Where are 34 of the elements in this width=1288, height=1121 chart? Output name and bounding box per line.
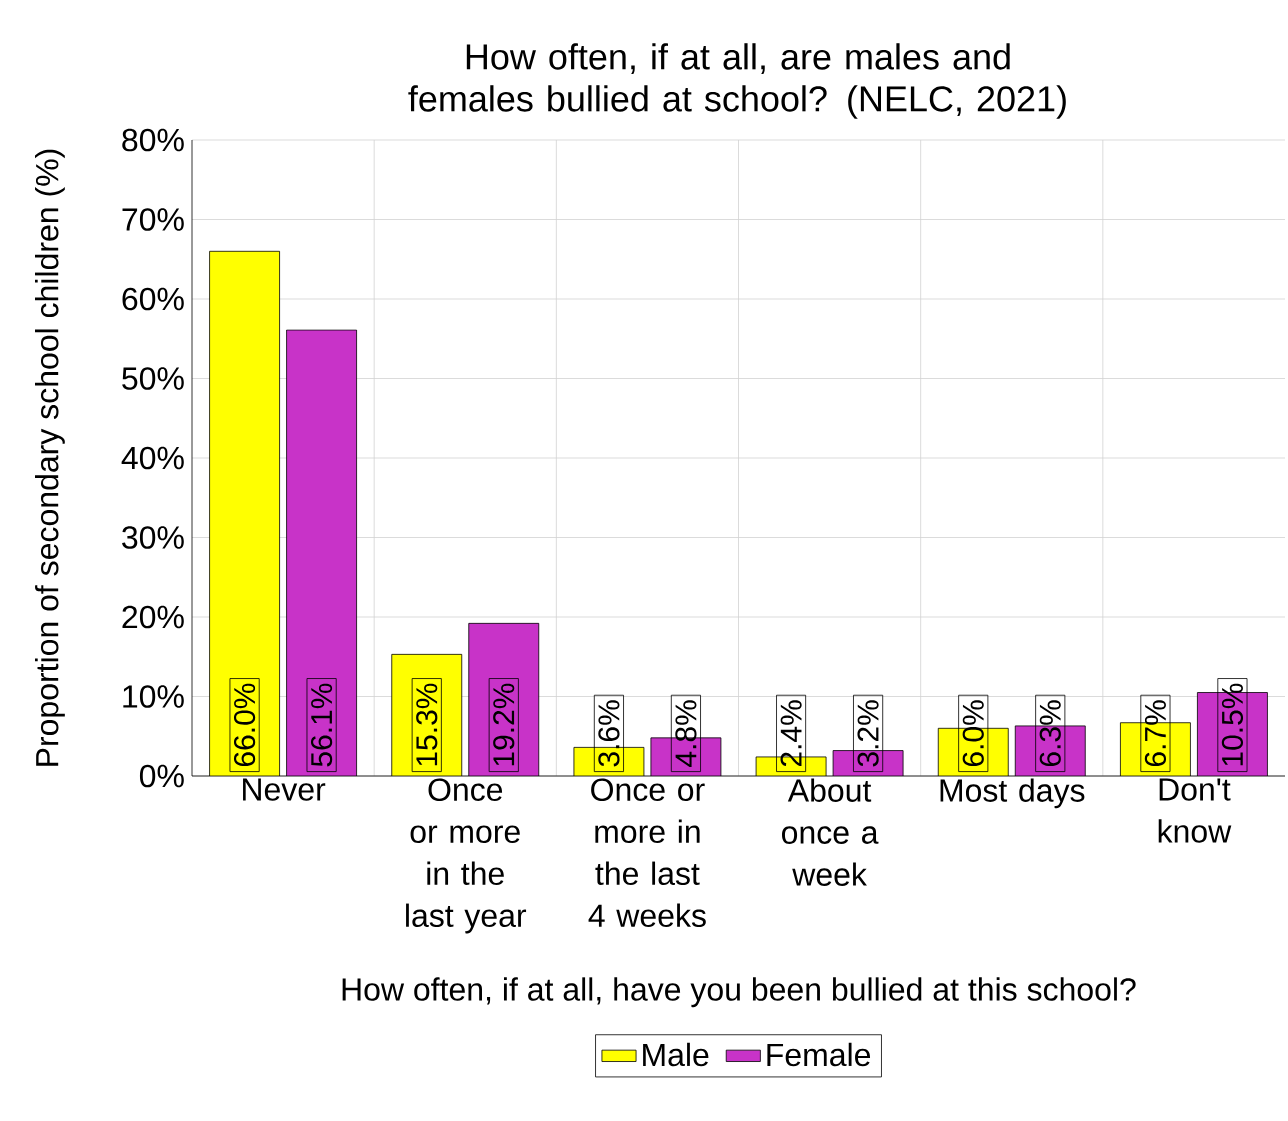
y-tick-label: 20%	[122, 605, 184, 629]
y-tick-label: 30%	[122, 526, 184, 549]
data-label: 6.7%	[1144, 700, 1167, 767]
data-label: 6.3%	[1039, 700, 1061, 767]
y-tick-label: 0%	[139, 764, 184, 788]
data-label: 4.8%	[675, 700, 697, 767]
data-label: 6.0%	[962, 700, 984, 767]
x-axis-title: How often, if at all, have you been bullied at this school?	[342, 977, 1136, 1008]
y-tick-label: 10%	[123, 685, 184, 708]
data-label: 19.2%	[493, 683, 515, 766]
data-label: 15.3%	[416, 683, 438, 766]
x-tick-label: Most days	[940, 778, 1085, 809]
legend-label: Female	[767, 1042, 871, 1067]
y-tick-label: 60%	[122, 287, 184, 311]
x-tick-label: Don't know	[1158, 778, 1232, 843]
data-label: 3.2%	[857, 700, 879, 767]
data-label: 56.1%	[310, 683, 333, 767]
data-label: 3.6%	[598, 700, 620, 767]
x-tick-label: Never	[243, 778, 326, 801]
y-axis-title: Proportion of secondary school children (%)	[35, 149, 65, 766]
legend-label: Male	[643, 1042, 709, 1067]
x-tick-label: About once a week	[782, 778, 879, 886]
x-tick-label: Once or more in the last year	[406, 778, 527, 934]
y-tick-label: 40%	[121, 446, 184, 470]
y-tick-label: 80%	[122, 128, 184, 152]
data-label: 66.0%	[233, 683, 256, 767]
data-label: 10.5%	[1221, 683, 1244, 766]
bar	[209, 251, 280, 776]
bar	[391, 654, 462, 776]
data-label: 2.4%	[780, 700, 802, 767]
chart-title: How often, if at all, are males and females bullied at school? (NELC, 2021)	[408, 43, 1066, 119]
x-tick-label: Once or more in the last 4 weeks	[588, 778, 706, 928]
y-tick-label: 70%	[122, 208, 184, 231]
y-tick-label: 50%	[122, 367, 184, 390]
